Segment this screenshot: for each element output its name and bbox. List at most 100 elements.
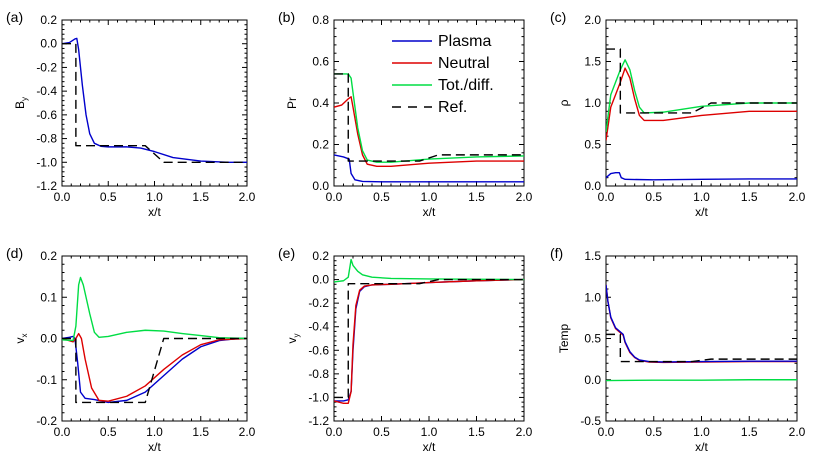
x-tick-label: 1.0 bbox=[421, 190, 438, 204]
x-tick-label: 2.0 bbox=[516, 190, 533, 204]
x-axis-label: x/t bbox=[695, 440, 708, 454]
y-tick-label: 1.0 bbox=[584, 290, 601, 304]
y-tick-label: 0.0 bbox=[312, 179, 329, 193]
x-tick-label: 0.5 bbox=[100, 425, 117, 439]
x-axis-label: x/t bbox=[148, 205, 161, 219]
y-tick-label: -0.4 bbox=[36, 84, 57, 98]
x-axis-label: x/t bbox=[423, 440, 436, 454]
series-line-tot-diff bbox=[334, 258, 524, 283]
y-tick-label: 1.5 bbox=[584, 55, 601, 69]
series-line-neutral bbox=[606, 284, 797, 364]
legend-label: Plasma bbox=[438, 33, 491, 50]
y-tick-label: 0.5 bbox=[584, 332, 601, 346]
series-line-plasma bbox=[334, 154, 524, 183]
series-line-plasma bbox=[62, 37, 247, 163]
panel-a: 0.0 0.5 1.0 1.5 2.0 -1.2 -1.0 -0.8 -0.6 -0.4 -0.2 0… bbox=[6, 9, 256, 219]
x-tick-label: 0.0 bbox=[598, 425, 615, 439]
x-tick-label: 0.0 bbox=[326, 190, 343, 204]
x-tick-label: 1.5 bbox=[741, 190, 758, 204]
y-tick-label: 0.8 bbox=[312, 13, 329, 27]
y-tick-label: -0.2 bbox=[308, 296, 329, 310]
y-tick-label: 0.0 bbox=[584, 373, 601, 387]
series-line-tot-diff bbox=[62, 276, 247, 342]
legend-label: Ref. bbox=[438, 99, 467, 116]
series-line-tot-diff bbox=[606, 59, 797, 133]
y-tick-label: 0.1 bbox=[40, 290, 57, 304]
series-line-plasma bbox=[606, 284, 797, 363]
plot-frame bbox=[61, 19, 248, 187]
x-tick-label: 0.5 bbox=[373, 425, 390, 439]
series-line-tot-diff bbox=[606, 379, 797, 382]
legend: Plasma Neutral Tot./diff. Ref. bbox=[392, 33, 494, 116]
y-tick-label: -1.0 bbox=[308, 390, 329, 404]
y-tick-label: 1.0 bbox=[584, 96, 601, 110]
y-tick-label: -1.2 bbox=[308, 414, 329, 428]
x-tick-label: 2.0 bbox=[239, 190, 256, 204]
series-line-ref bbox=[334, 278, 524, 399]
y-axis-label: vy bbox=[285, 334, 301, 344]
y-axis-label: By bbox=[13, 97, 29, 109]
x-tick-label: 0.0 bbox=[598, 190, 615, 204]
x-tick-label: 1.5 bbox=[192, 425, 209, 439]
panel-label: (d) bbox=[6, 245, 23, 261]
x-tick-label: 1.5 bbox=[468, 425, 485, 439]
series-line-plasma bbox=[62, 335, 247, 404]
x-tick-label: 2.0 bbox=[789, 425, 806, 439]
y-tick-label: -0.2 bbox=[36, 414, 57, 428]
x-tick-label: 1.0 bbox=[693, 425, 710, 439]
x-axis-label: x/t bbox=[148, 440, 161, 454]
series-line-neutral bbox=[334, 96, 524, 167]
x-tick-label: 1.5 bbox=[741, 425, 758, 439]
x-tick-label: 1.0 bbox=[146, 190, 163, 204]
panel-label: (f) bbox=[550, 245, 563, 261]
y-axis-label: Pr bbox=[285, 97, 299, 109]
y-tick-label: 0.0 bbox=[40, 332, 57, 346]
series-line-ref bbox=[62, 43, 247, 163]
x-tick-label: 1.0 bbox=[693, 190, 710, 204]
y-tick-label: 0.5 bbox=[584, 138, 601, 152]
series-group bbox=[62, 276, 247, 404]
x-tick-label: 0.5 bbox=[373, 190, 390, 204]
x-tick-label: 2.0 bbox=[239, 425, 256, 439]
panel-label: (c) bbox=[550, 9, 566, 25]
y-tick-label: -0.6 bbox=[36, 108, 57, 122]
series-line-ref bbox=[606, 333, 797, 363]
y-axis-label: ρ bbox=[557, 99, 571, 106]
y-tick-label: 0.6 bbox=[312, 55, 329, 69]
x-tick-label: 0.0 bbox=[54, 425, 71, 439]
series-group bbox=[334, 73, 524, 183]
panel-e: 0.0 0.5 1.0 1.5 2.0 -1.2 -1.0 -0.8 -0.6 -0.4 -0.2 0… bbox=[278, 245, 533, 454]
y-tick-label: 0.0 bbox=[40, 37, 57, 51]
panel-label: (e) bbox=[278, 245, 295, 261]
y-tick-label: -0.6 bbox=[308, 343, 329, 357]
plot-frame bbox=[605, 255, 798, 422]
y-tick-label: -0.8 bbox=[308, 367, 329, 381]
series-group bbox=[606, 48, 797, 181]
x-tick-label: 2.0 bbox=[789, 190, 806, 204]
y-tick-label: 0.0 bbox=[312, 273, 329, 287]
x-tick-label: 1.0 bbox=[146, 425, 163, 439]
series-line-ref bbox=[62, 337, 247, 404]
y-tick-label: 1.5 bbox=[584, 249, 601, 263]
series-line-tot-diff bbox=[334, 73, 524, 163]
y-tick-label: -1.2 bbox=[36, 179, 57, 193]
legend-label: Neutral bbox=[438, 55, 490, 72]
x-tick-label: 1.5 bbox=[468, 190, 485, 204]
x-tick-label: 2.0 bbox=[516, 425, 533, 439]
x-tick-label: 0.5 bbox=[100, 190, 117, 204]
x-tick-label: 0.5 bbox=[645, 190, 662, 204]
y-tick-label: -0.5 bbox=[580, 414, 601, 428]
series-line-neutral bbox=[334, 278, 524, 405]
panel-b: 0.0 0.5 1.0 1.5 2.0 0.0 0.2 0.4 0.6 0.8 (b) x/t Pr bbox=[278, 9, 533, 219]
legend-label: Tot./diff. bbox=[438, 77, 494, 94]
series-line-plasma bbox=[334, 278, 524, 402]
x-axis-label: x/t bbox=[695, 205, 708, 219]
y-tick-label: -0.1 bbox=[36, 373, 57, 387]
x-tick-label: 0.5 bbox=[645, 425, 662, 439]
y-axis-label: Temp bbox=[557, 324, 571, 354]
x-tick-label: 0.0 bbox=[54, 190, 71, 204]
panel-label: (a) bbox=[6, 9, 23, 25]
x-axis-label: x/t bbox=[423, 205, 436, 219]
y-tick-label: 0.2 bbox=[40, 13, 57, 27]
